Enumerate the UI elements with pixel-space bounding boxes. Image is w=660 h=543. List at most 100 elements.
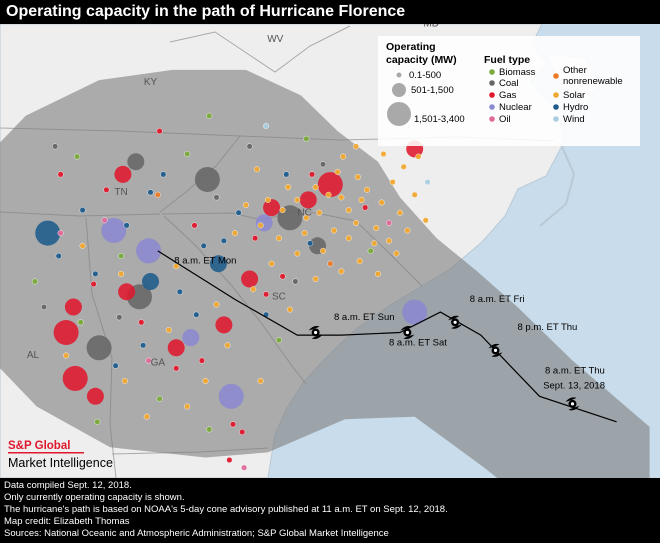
plant-solar [380,150,387,157]
plant-nuclear [182,329,200,347]
plant-biomass [31,278,38,285]
plant-hydro [193,311,200,318]
plant-coal [52,143,59,150]
footer: Data compiled Sept. 12, 2018. Only curre… [0,478,660,543]
legend-size-title-line1: Operating [386,41,436,53]
legend-other-label: Other [563,65,587,76]
plant-gas [191,222,198,229]
plant-solar [268,260,275,267]
plant-hydro [220,237,227,244]
plant-gas [252,235,259,242]
power-plants [31,112,431,471]
legend-size-small-circle [396,72,402,78]
brand-logo: S&P Global Market Intelligence [8,440,113,470]
plant-gas [263,199,281,217]
plant-solar [173,263,180,270]
legend-wind-label: Wind [563,114,585,125]
legend-gas-swatch [489,92,495,98]
plant-gas [167,339,185,357]
plant-biomass [303,135,310,142]
plant-hydro [112,362,119,369]
legend-solar-label: Solar [563,90,585,101]
plant-coal [41,304,48,311]
plant-biomass [77,319,84,326]
plant-solar [338,194,345,201]
track-labels: 8 a.m. ET Mon 8 a.m. ET Sun 8 a.m. ET Sat 8… [174,256,605,392]
plant-gas [229,421,236,428]
legend-size-title-line2: capacity (MW) [386,54,457,66]
legend-oil-swatch [489,116,495,122]
plant-solar [338,268,345,275]
plant-coal [86,335,112,361]
storm-symbol-fri [448,315,463,329]
plant-gas [138,319,145,326]
plant-solar [386,237,393,244]
plant-solar [79,242,86,249]
footer-sources: Sources: National Oceanic and Atmospheri… [4,528,389,539]
plant-solar [393,250,400,257]
plant-hydro [142,273,159,290]
state-label-tn: TN [114,187,127,198]
plant-hydro [92,270,99,277]
legend: Operating capacity (MW) 0.1-500 501-1,50… [378,36,640,146]
plant-solar [224,342,231,349]
state-label-wv: WV [267,34,283,45]
legend-solar-swatch [553,92,559,98]
plant-solar [325,191,332,198]
plant-solar [364,186,371,193]
plant-hydro [147,189,154,196]
plant-solar [121,378,128,385]
plant-hydro [307,240,314,247]
plant-gas [263,291,270,298]
plant-hydro [160,171,167,178]
track-label: 8 a.m. ET Fri [470,294,525,305]
legend-size-medium-label: 501-1,500 [411,85,454,96]
storm-positions [308,315,580,411]
plant-biomass [367,247,374,254]
legend-coal-label: Coal [499,78,519,89]
legend-biomass-swatch [489,69,495,75]
plant-gas [279,273,286,280]
state-label-nc: NC [297,207,311,218]
plant-solar [353,219,360,226]
brand-logo-top: S&P Global [8,440,70,452]
plant-solar [279,207,286,214]
plant-gas [362,204,369,211]
plant-solar [397,209,404,216]
plant-gas [90,281,97,288]
state-labels: WV KY MD TN NC SC GA AL [27,24,439,369]
plant-gas [86,387,104,405]
plant-hydro [55,252,62,259]
plant-gas [57,171,64,178]
track-label: 8 p.m. ET Thu [518,322,578,333]
plant-solar [118,270,125,277]
legend-gas-label: Gas [499,90,517,101]
plant-solar [143,413,150,420]
border-wv-va [169,25,351,73]
legend-nuclear-label: Nuclear [499,102,532,113]
plant-biomass [206,426,213,433]
legend-other-label-line2: nonrenewable [563,76,623,87]
plant-hydro [176,288,183,295]
legend-oil-label: Oil [499,114,511,125]
plant-gas [239,429,246,436]
plant-biomass [184,150,191,157]
plant-nuclear [255,214,273,232]
plant-solar [312,184,319,191]
plant-solar [353,143,360,150]
plant-gas [53,320,79,345]
plant-solar [354,173,361,180]
plant-biomass [275,337,282,344]
plant-coal [213,194,220,201]
plant-solar [411,191,418,198]
plant-coal [246,143,253,150]
plant-coal [194,167,220,192]
plant-wind [424,179,431,186]
plant-solar [264,196,271,203]
plant-solar [400,163,407,170]
footer-date: Data compiled Sept. 12, 2018. [4,480,132,491]
plant-solar [358,196,365,203]
plant-biomass [118,252,125,259]
outer-banks [539,141,576,227]
